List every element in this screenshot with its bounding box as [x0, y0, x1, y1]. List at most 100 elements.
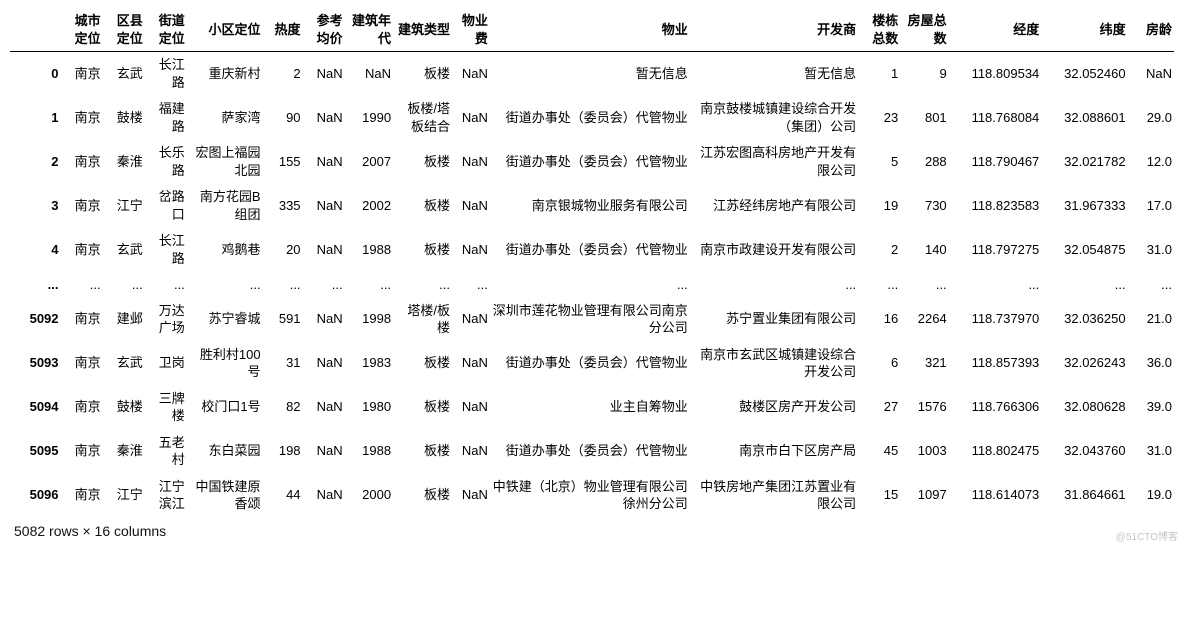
- col-header: 经度: [949, 8, 1042, 52]
- cell: 19: [858, 184, 900, 228]
- cell: 32.080628: [1041, 385, 1127, 429]
- cell: 街道办事处（委员会）代管物业: [490, 341, 690, 385]
- cell: 118.790467: [949, 140, 1042, 184]
- col-header: 热度: [263, 8, 303, 52]
- cell: 萨家湾: [187, 96, 263, 140]
- cell: 1: [858, 52, 900, 96]
- cell: 32.036250: [1041, 297, 1127, 341]
- col-header: 建筑年代: [345, 8, 393, 52]
- cell: 南京: [61, 140, 103, 184]
- cell: 2: [858, 228, 900, 272]
- cell: 鼓楼: [103, 96, 145, 140]
- cell: 鼓楼: [103, 385, 145, 429]
- cell: 街道办事处（委员会）代管物业: [490, 228, 690, 272]
- cell: 长乐路: [145, 140, 187, 184]
- table-row: 1南京鼓楼福建路萨家湾90NaN1990板楼/塔板结合NaN街道办事处（委员会）…: [10, 96, 1174, 140]
- cell: 12.0: [1128, 140, 1174, 184]
- cell: 801: [900, 96, 948, 140]
- cell: ...: [145, 272, 187, 298]
- cell: 南京: [61, 96, 103, 140]
- cell: NaN: [1128, 52, 1174, 96]
- col-header: 小区定位: [187, 8, 263, 52]
- cell: 1998: [345, 297, 393, 341]
- cell: ...: [949, 272, 1042, 298]
- cell: 南京鼓楼城镇建设综合开发（集团）公司: [690, 96, 858, 140]
- cell: 32.054875: [1041, 228, 1127, 272]
- cell: 36.0: [1128, 341, 1174, 385]
- cell: 板楼: [393, 140, 452, 184]
- cell: 32.043760: [1041, 429, 1127, 473]
- cell: 198: [263, 429, 303, 473]
- cell: 118.857393: [949, 341, 1042, 385]
- cell: 中国铁建原香颂: [187, 473, 263, 517]
- col-header: 房屋总数: [900, 8, 948, 52]
- table-row: 4南京玄武长江路鸡鹅巷20NaN1988板楼NaN街道办事处（委员会）代管物业南…: [10, 228, 1174, 272]
- cell: 1988: [345, 429, 393, 473]
- cell: 鼓楼区房产开发公司: [690, 385, 858, 429]
- cell: 建邺: [103, 297, 145, 341]
- cell: 街道办事处（委员会）代管物业: [490, 429, 690, 473]
- row-index: 5096: [10, 473, 61, 517]
- cell: 南京: [61, 385, 103, 429]
- cell: NaN: [303, 429, 345, 473]
- cell: 南方花园B组团: [187, 184, 263, 228]
- col-header: 房龄: [1128, 8, 1174, 52]
- cell: 32.052460: [1041, 52, 1127, 96]
- row-index: 2: [10, 140, 61, 184]
- row-index: 4: [10, 228, 61, 272]
- cell: 街道办事处（委员会）代管物业: [490, 96, 690, 140]
- cell: 暂无信息: [490, 52, 690, 96]
- row-index: 3: [10, 184, 61, 228]
- cell: 南京: [61, 184, 103, 228]
- cell: ...: [900, 272, 948, 298]
- cell: 长江路: [145, 228, 187, 272]
- cell: 32.088601: [1041, 96, 1127, 140]
- cell: 街道办事处（委员会）代管物业: [490, 140, 690, 184]
- cell: 1990: [345, 96, 393, 140]
- row-index: ...: [10, 272, 61, 298]
- cell: NaN: [303, 140, 345, 184]
- cell: NaN: [303, 96, 345, 140]
- row-index: 5092: [10, 297, 61, 341]
- cell: NaN: [303, 341, 345, 385]
- cell: 31.0: [1128, 228, 1174, 272]
- cell: 卫岗: [145, 341, 187, 385]
- cell: 118.766306: [949, 385, 1042, 429]
- cell: 东白菜园: [187, 429, 263, 473]
- cell: 岔路口: [145, 184, 187, 228]
- cell: 南京市玄武区城镇建设综合开发公司: [690, 341, 858, 385]
- cell: 南京: [61, 429, 103, 473]
- row-index: 0: [10, 52, 61, 96]
- cell: 业主自筹物业: [490, 385, 690, 429]
- table-row: 5093南京玄武卫岗胜利村100号31NaN1983板楼NaN街道办事处（委员会…: [10, 341, 1174, 385]
- cell: 苏宁置业集团有限公司: [690, 297, 858, 341]
- cell: 39.0: [1128, 385, 1174, 429]
- cell: 82: [263, 385, 303, 429]
- cell: ...: [303, 272, 345, 298]
- cell: 17.0: [1128, 184, 1174, 228]
- table-row: 5092南京建邺万达广场苏宁睿城591NaN1998塔楼/板楼NaN深圳市莲花物…: [10, 297, 1174, 341]
- col-index: [10, 8, 61, 52]
- cell: 23: [858, 96, 900, 140]
- col-header: 开发商: [690, 8, 858, 52]
- cell: 万达广场: [145, 297, 187, 341]
- cell: 校门口1号: [187, 385, 263, 429]
- row-index: 1: [10, 96, 61, 140]
- cell: 中铁房地产集团江苏置业有限公司: [690, 473, 858, 517]
- dataframe-table: 城市定位区县定位街道定位小区定位热度参考均价建筑年代建筑类型物业费物业开发商楼栋…: [10, 8, 1174, 517]
- row-index: 5095: [10, 429, 61, 473]
- cell: NaN: [303, 52, 345, 96]
- cell: 1003: [900, 429, 948, 473]
- cell: 27: [858, 385, 900, 429]
- cell: 江苏经纬房地产有限公司: [690, 184, 858, 228]
- cell: ...: [345, 272, 393, 298]
- cell: 321: [900, 341, 948, 385]
- cell: 730: [900, 184, 948, 228]
- cell: 秦淮: [103, 140, 145, 184]
- cell: ...: [1041, 272, 1127, 298]
- cell: 板楼: [393, 228, 452, 272]
- cell: 118.737970: [949, 297, 1042, 341]
- cell: 32.026243: [1041, 341, 1127, 385]
- row-index: 5094: [10, 385, 61, 429]
- table-footer: 5082 rows × 16 columns: [10, 517, 1174, 539]
